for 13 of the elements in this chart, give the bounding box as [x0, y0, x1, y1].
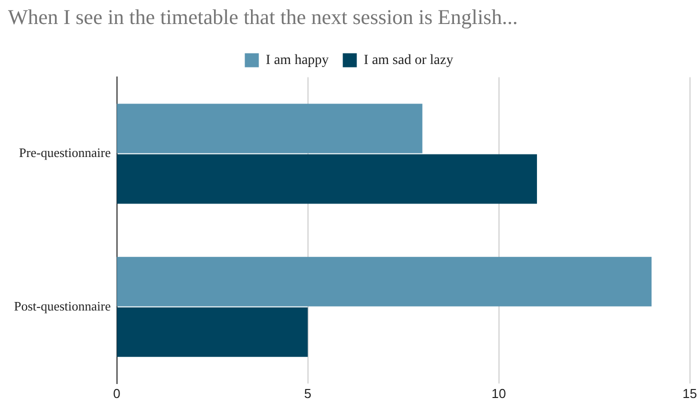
x-tick-label: 5: [304, 386, 312, 401]
x-tick-label: 0: [113, 386, 120, 401]
legend-label: I am sad or lazy: [364, 52, 454, 68]
bar: [116, 256, 652, 306]
y-tick-label: Pre-questionnaire: [19, 145, 111, 160]
bar: [116, 104, 422, 154]
legend-label: I am happy: [266, 52, 329, 68]
x-tick-label: 10: [492, 386, 506, 401]
x-tick-label: 15: [682, 386, 698, 401]
bar: [116, 154, 537, 204]
bar: [116, 307, 308, 357]
chart-title: When I see in the timetable that the next session is English...: [8, 5, 518, 30]
y-tick-label: Post-questionnaire: [14, 298, 111, 314]
